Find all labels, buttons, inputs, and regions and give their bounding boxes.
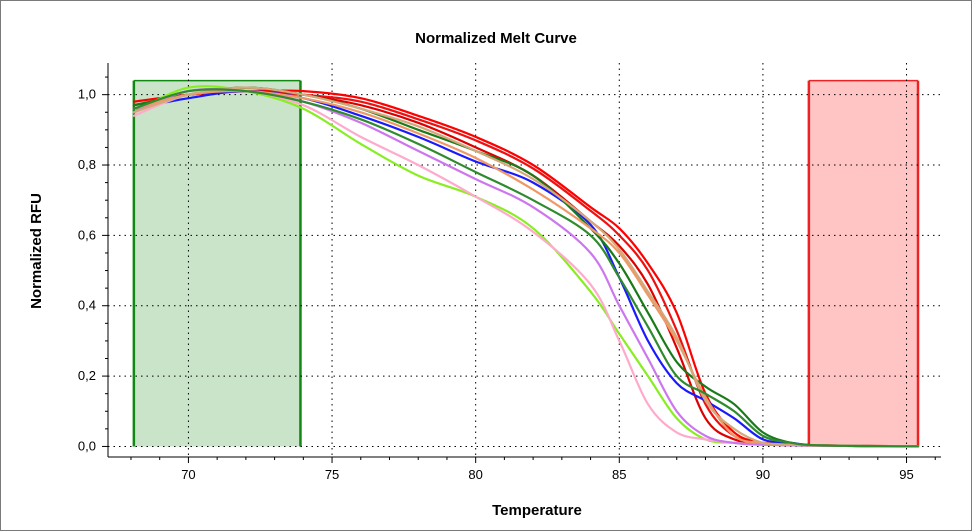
y-axis-label: Normalized RFU [28, 193, 45, 309]
y-tick-label: 0,8 [78, 157, 96, 172]
x-tick-label: 90 [756, 467, 770, 482]
axes [107, 63, 941, 458]
chart-title: Normalized Melt Curve [415, 30, 577, 47]
y-tick-label: 0,2 [78, 368, 96, 383]
y-tick-label: 1,0 [78, 87, 96, 102]
series-lines [132, 85, 920, 448]
begin-region-fill [133, 80, 301, 447]
y-axis-ticks: 0,0 0,2 0,4 0,6 0,8 1,0 [78, 76, 108, 453]
x-tick-label: 85 [612, 467, 626, 482]
x-tick-label: 75 [325, 467, 339, 482]
melt-curve-11 [132, 88, 920, 448]
x-axis-label: Temperature [492, 502, 582, 519]
end-region-fill [808, 80, 919, 447]
melt-curve-10 [132, 86, 920, 448]
y-tick-label: 0,4 [78, 298, 96, 313]
x-tick-label: 80 [468, 467, 482, 482]
analysis-regions [132, 79, 920, 447]
x-tick-label: 70 [181, 467, 195, 482]
x-tick-label: 95 [899, 467, 913, 482]
y-tick-label: 0,0 [78, 438, 96, 453]
y-tick-label: 0,6 [78, 227, 96, 242]
x-axis-ticks: 70 75 80 85 90 95 [130, 457, 936, 482]
